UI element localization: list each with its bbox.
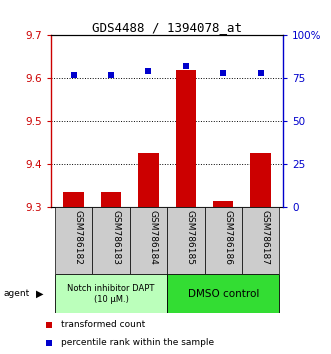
Title: GDS4488 / 1394078_at: GDS4488 / 1394078_at (92, 21, 242, 34)
Text: GSM786182: GSM786182 (74, 210, 83, 266)
Bar (92, 207, 130, 274)
Text: ▶: ▶ (36, 289, 43, 299)
Bar (250, 153, 271, 207)
Text: GSM786187: GSM786187 (260, 210, 269, 266)
Bar (64, 192, 84, 207)
Text: Notch inhibitor DAPT
(10 μM.): Notch inhibitor DAPT (10 μM.) (68, 284, 155, 303)
Bar (213, 201, 233, 207)
Text: transformed count: transformed count (61, 320, 146, 329)
Bar (55, 274, 167, 313)
Bar (55, 207, 92, 274)
Text: percentile rank within the sample: percentile rank within the sample (61, 338, 214, 347)
Text: GSM786184: GSM786184 (149, 210, 158, 266)
Text: agent: agent (3, 289, 29, 298)
Bar (167, 207, 205, 274)
Text: DMSO control: DMSO control (188, 289, 259, 299)
Bar (101, 192, 121, 207)
Text: GSM786185: GSM786185 (186, 210, 195, 266)
Bar (205, 207, 242, 274)
Bar (242, 207, 279, 274)
Text: GSM786183: GSM786183 (111, 210, 120, 266)
Text: GSM786186: GSM786186 (223, 210, 232, 266)
Bar (167, 274, 279, 313)
Bar (138, 153, 159, 207)
Bar (175, 70, 196, 207)
Bar (130, 207, 167, 274)
